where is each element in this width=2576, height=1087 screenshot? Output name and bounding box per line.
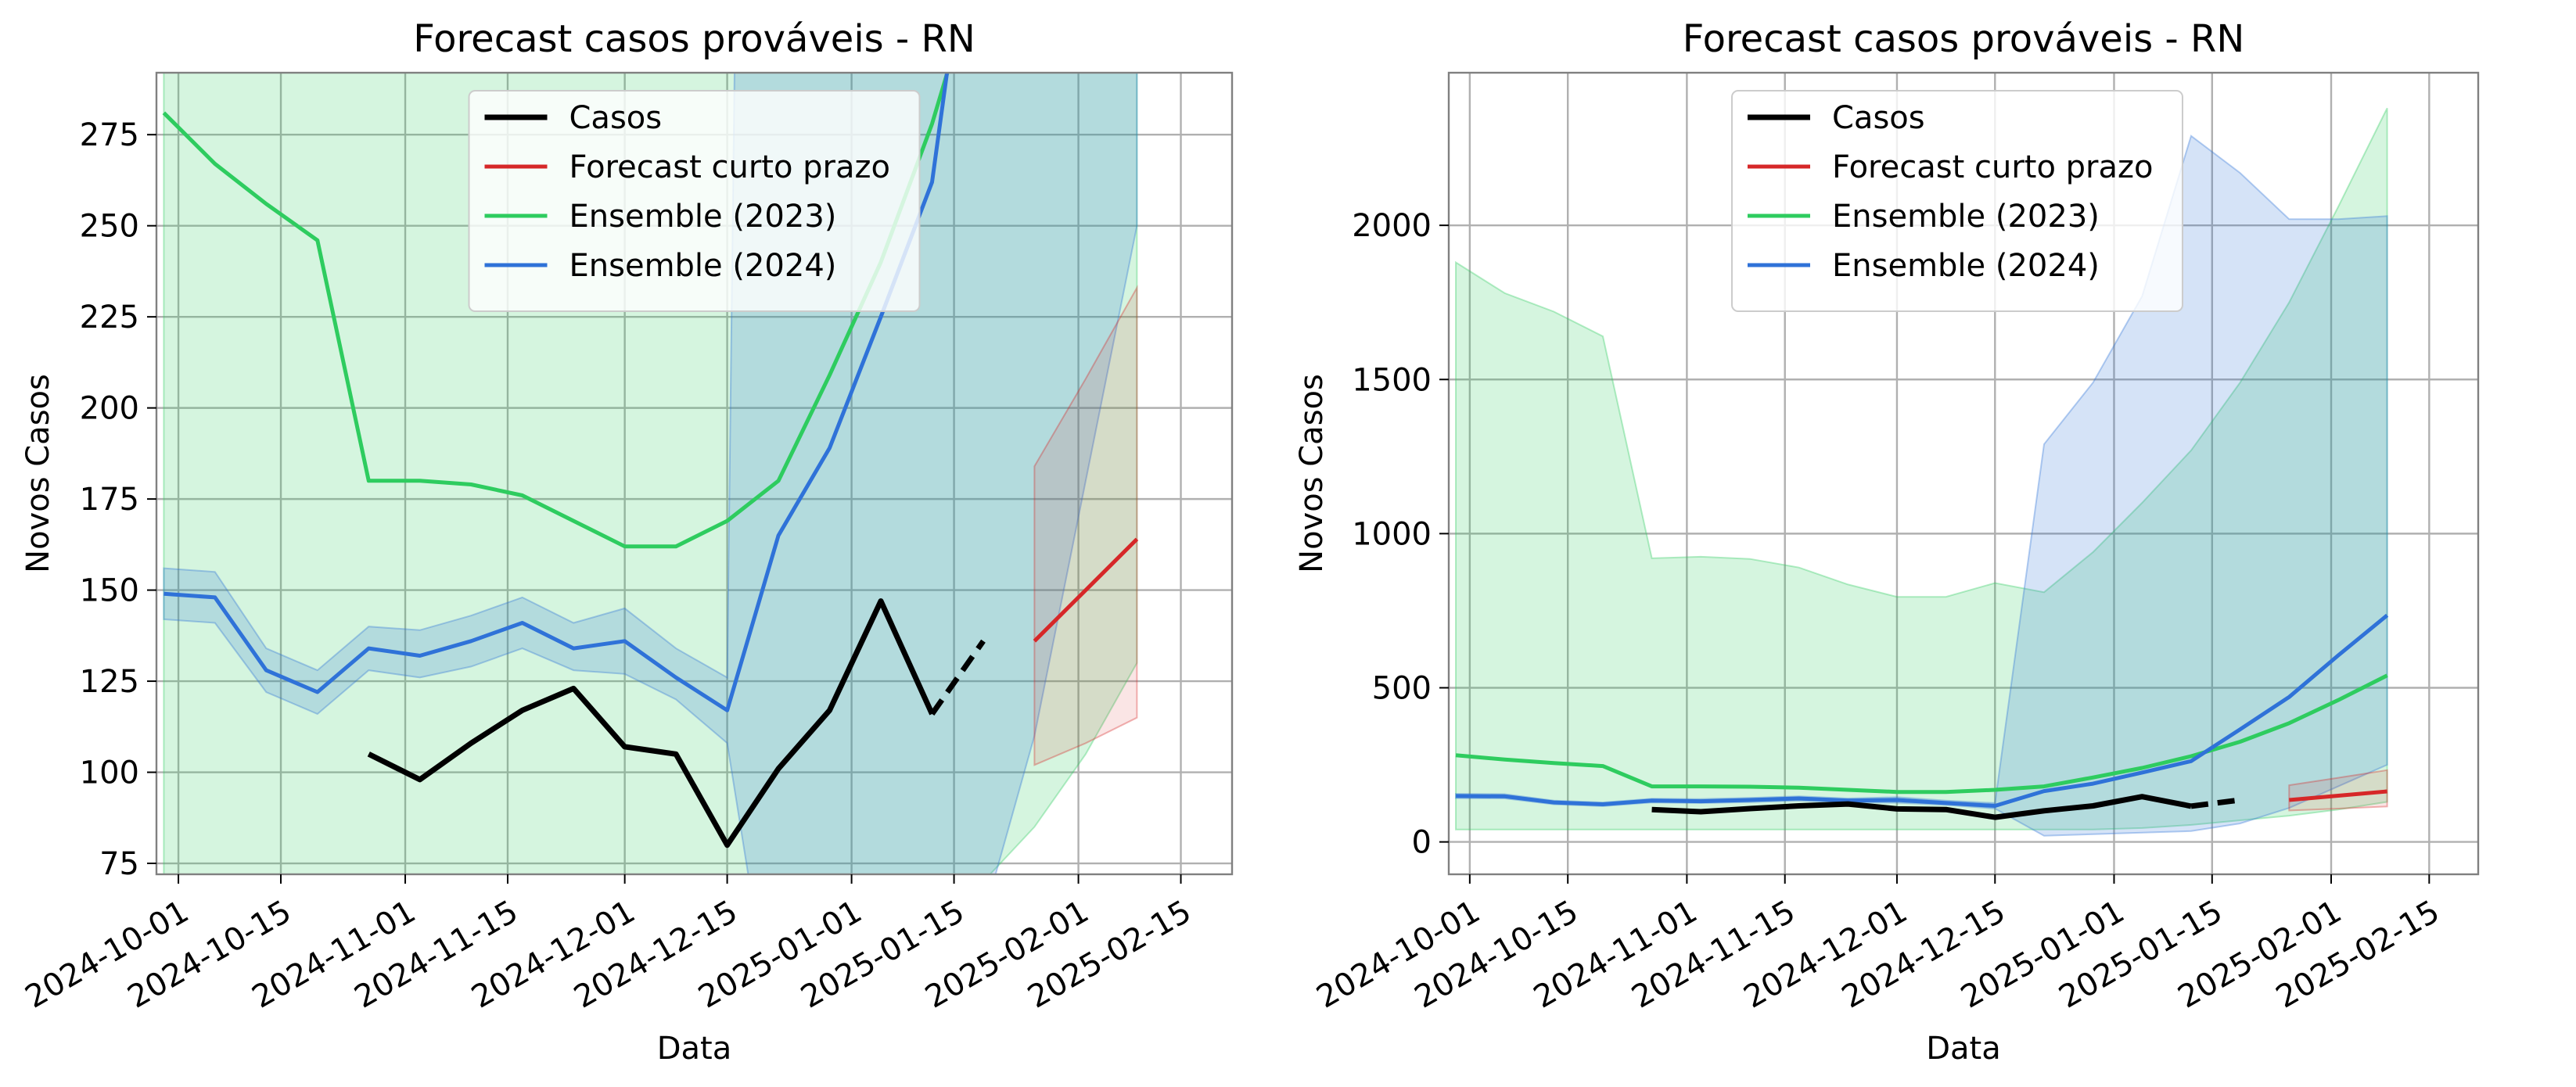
chart-2-y-tick-label: 500	[1372, 670, 1432, 706]
chart-1-legend-label: Ensemble (2024)	[569, 248, 837, 284]
chart-2-y-tick-label: 0	[1412, 825, 1432, 861]
chart-1-y-tick-label: 100	[80, 755, 139, 791]
chart-1-legend-label: Ensemble (2023)	[569, 199, 837, 235]
chart-1-y-tick-label: 225	[80, 300, 139, 335]
chart-1-y-tick-label: 75	[99, 846, 139, 882]
chart-1-legend-label: Casos	[569, 100, 663, 136]
chart-1-casos-line	[367, 598, 935, 848]
chart-1-forecast-band	[1033, 285, 1138, 766]
chart-2-legend-box	[1731, 90, 2183, 312]
chart-2-title: Forecast casos prováveis - RN	[1683, 17, 2245, 61]
chart-2-y-axis-label: Novos Casos	[1294, 374, 1330, 573]
chart-1-legend-box	[468, 90, 921, 312]
chart-2-legend-label: Casos	[1832, 100, 1925, 136]
chart-1-ensemble-2024-line	[163, 73, 950, 712]
chart-2-grid	[1449, 73, 2478, 874]
chart-2-legend-label: Forecast curto prazo	[1832, 149, 2153, 185]
chart-2-panel: 05001000150020002024-10-012024-10-152024…	[1294, 17, 2480, 1067]
chart-2-casos-line-dashed	[2190, 797, 2241, 809]
chart-1-title: Forecast casos prováveis - RN	[413, 17, 975, 61]
chart-2-y-tick-label: 1000	[1352, 516, 1432, 552]
chart-2-x-axis-label: Data	[1926, 1031, 2001, 1067]
chart-1-y-tick-label: 275	[80, 117, 139, 153]
chart-2-legend: Casos Forecast curto prazo Ensemble (2023)…	[1731, 90, 2183, 312]
chart-1-y-tick-label: 125	[80, 664, 139, 700]
chart-1-y-axis-label: Novos Casos	[20, 374, 56, 573]
chart-2-casos-line	[1651, 794, 2192, 820]
chart-2-legend-label: Ensemble (2024)	[1832, 248, 2100, 284]
chart-2-y-tick-label: 1500	[1352, 362, 1432, 398]
chart-2-y-tick-label: 2000	[1352, 208, 1432, 244]
chart-2-ensemble-2023-band	[1455, 107, 2388, 830]
chart-1-legend-label: Forecast curto prazo	[569, 149, 890, 185]
chart-1-panel: 751001251501752002252502752024-10-012024…	[20, 17, 1234, 1067]
chart-1-x-axis-label: Data	[657, 1031, 732, 1067]
chart-1-y-tick-label: 250	[80, 209, 139, 245]
chart-1-axes-frame	[155, 71, 1234, 876]
chart-2-legend-label: Ensemble (2023)	[1832, 199, 2100, 235]
chart-1-y-tick-label: 175	[80, 482, 139, 518]
chart-2-forecast-line	[2289, 789, 2387, 802]
chart-1-y-tick-label: 200	[80, 391, 139, 427]
chart-2-ensemble-2024-line	[1455, 613, 2389, 808]
chart-1-ensemble-2023-line	[162, 73, 950, 549]
chart-1-casos-line-dashed	[929, 639, 986, 716]
chart-2-axes-frame	[1447, 71, 2480, 876]
chart-1-forecast-line	[1033, 537, 1139, 643]
chart-2-ensemble-2023-line	[1455, 673, 2388, 795]
chart-2-forecast-band	[2288, 769, 2388, 812]
chart-1-legend: Casos Forecast curto prazo Ensemble (2023)…	[468, 90, 921, 312]
chart-1-y-tick-label: 150	[80, 573, 139, 609]
